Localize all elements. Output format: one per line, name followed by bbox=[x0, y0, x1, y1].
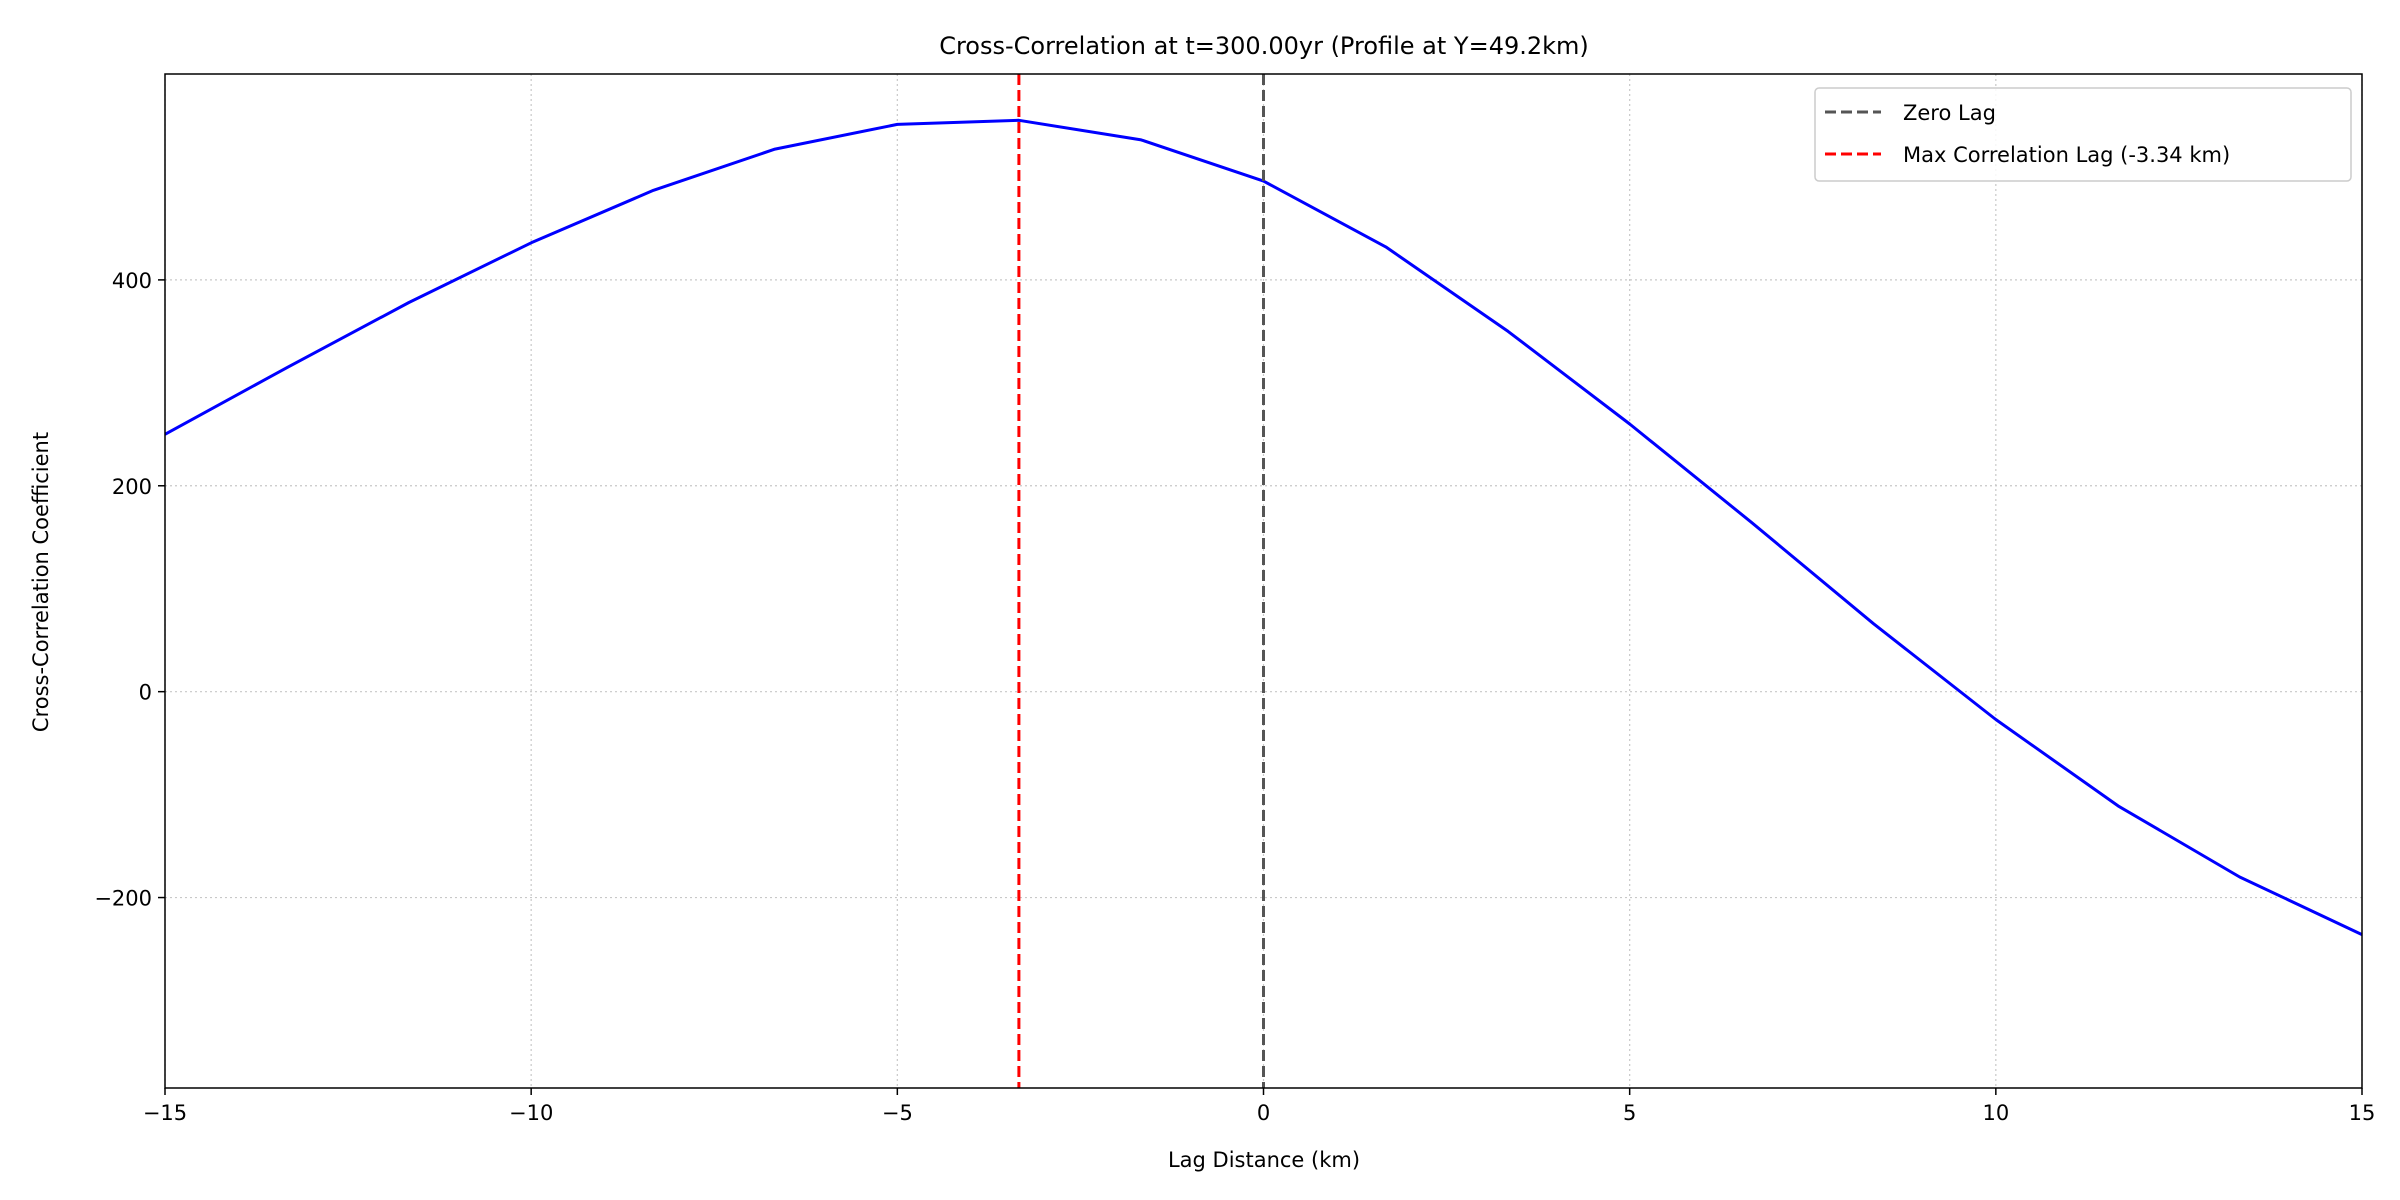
x-axis-ticks: −15 −10 −5 0 5 10 15 bbox=[143, 1088, 2376, 1125]
x-tick-label: −10 bbox=[509, 1101, 553, 1125]
series-layer bbox=[164, 118, 2363, 936]
x-tick-label: 0 bbox=[1257, 1101, 1270, 1125]
x-tick-label: −15 bbox=[143, 1101, 187, 1125]
x-tick-label: 5 bbox=[1623, 1101, 1636, 1125]
legend: Zero Lag Max Correlation Lag (-3.34 km) bbox=[1814, 87, 2352, 182]
y-axis-ticks: −200 0 200 400 bbox=[94, 269, 165, 911]
y-tick-label: 400 bbox=[112, 269, 152, 293]
y-axis-label: Cross-Correlation Coefficient bbox=[29, 432, 53, 732]
y-tick-label: 200 bbox=[112, 475, 152, 499]
reference-lines bbox=[1017, 74, 1265, 1088]
correlation-series-line bbox=[164, 118, 2363, 936]
x-tick-label: −5 bbox=[882, 1101, 913, 1125]
legend-label-zero-lag: Zero Lag bbox=[1903, 101, 1996, 125]
y-tick-label: −200 bbox=[94, 887, 152, 911]
legend-box bbox=[1814, 87, 2352, 182]
x-tick-label: 10 bbox=[1982, 1101, 2009, 1125]
y-tick-label: 0 bbox=[139, 681, 152, 705]
x-axis-label: Lag Distance (km) bbox=[1168, 1148, 1360, 1172]
x-tick-label: 15 bbox=[2349, 1101, 2376, 1125]
legend-label-max-correlation-lag: Max Correlation Lag (-3.34 km) bbox=[1903, 143, 2230, 167]
chart-title: Cross-Correlation at t=300.00yr (Profile… bbox=[939, 32, 1589, 60]
